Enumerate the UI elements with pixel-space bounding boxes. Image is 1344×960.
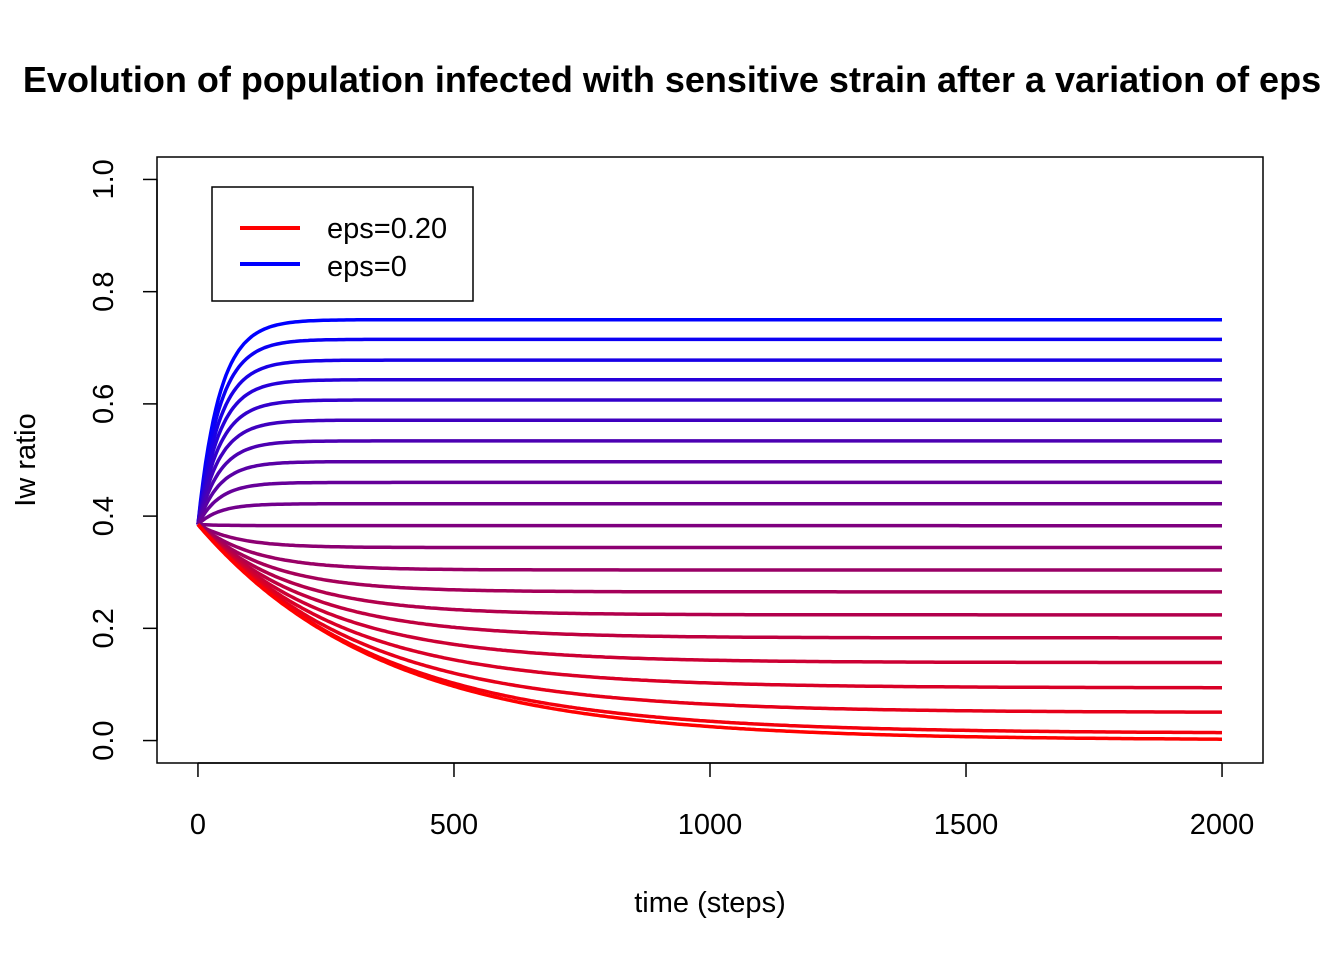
series-line-4	[196, 378, 1222, 525]
legend-label-eps-0: eps=0	[327, 251, 407, 283]
legend-label-eps-0.20: eps=0.20	[327, 213, 447, 245]
series-line-8	[196, 459, 1222, 526]
x-tick-label: 0	[190, 809, 206, 841]
series-line-19	[196, 523, 1222, 714]
y-tick-label: 0.6	[88, 384, 120, 424]
y-tick-label: 0.8	[88, 272, 120, 312]
series-line-2	[196, 337, 1222, 525]
series-line-7	[196, 439, 1222, 525]
y-tick-label: 1.0	[88, 159, 120, 199]
y-axis: 0.0 0.2 0.4 0.6 0.8 1.0	[88, 159, 158, 761]
series-line-20	[196, 523, 1222, 735]
legend-box	[211, 186, 474, 302]
series-line-18	[196, 523, 1222, 690]
series-line-12	[197, 522, 1222, 550]
series-line-10	[196, 502, 1222, 526]
x-axis-label: time (steps)	[634, 887, 785, 919]
series-line-14	[196, 523, 1222, 594]
series-lines	[196, 317, 1222, 741]
y-tick-label: 0.4	[88, 496, 120, 536]
legend: eps=0.20 eps=0	[211, 186, 474, 302]
series-line-13	[196, 523, 1222, 572]
series-line-11	[197, 522, 1222, 528]
x-tick-label: 2000	[1190, 809, 1255, 841]
series-line-5	[196, 398, 1222, 525]
series-line-9	[196, 480, 1222, 526]
series-line-3	[196, 358, 1222, 525]
y-axis-label: Iw ratio	[10, 413, 42, 506]
x-tick-label: 1000	[678, 809, 743, 841]
series-line-1	[196, 317, 1222, 525]
series-line-16	[196, 523, 1222, 640]
y-tick-label: 0.0	[88, 720, 120, 760]
series-line-15	[196, 523, 1222, 617]
x-tick-label: 500	[430, 809, 478, 841]
y-tick-label: 0.2	[88, 608, 120, 648]
series-line-21	[196, 523, 1222, 741]
chart-title: Evolution of population infected with se…	[23, 59, 1321, 100]
series-line-6	[196, 418, 1222, 525]
series-line-17	[196, 523, 1222, 665]
x-tick-label: 1500	[934, 809, 999, 841]
x-axis: 0 500 1000 1500 2000	[190, 762, 1255, 841]
